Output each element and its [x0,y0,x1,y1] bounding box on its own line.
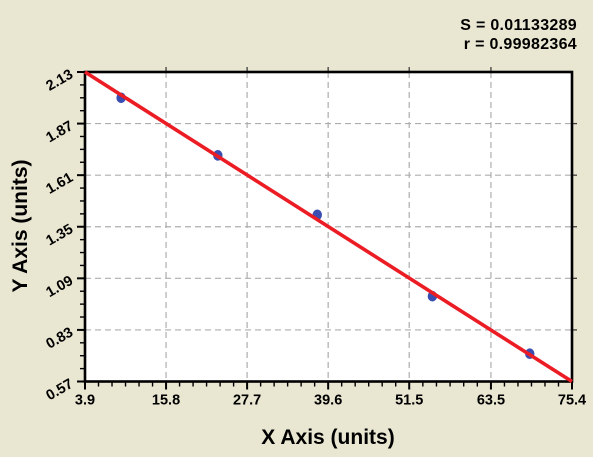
x-tick-label: 3.9 [75,393,95,409]
stat-r-value: r = 0.99982364 [463,36,577,53]
x-tick-label: 63.5 [477,393,505,409]
x-tick-label: 75.4 [558,393,586,409]
y-tick-label: 0.83 [44,325,76,353]
y-tick-labels: 2.13 1.87 1.61 1.35 1.09 0.83 0.57 [44,67,76,404]
mirror-ticks [165,67,577,331]
x-tick-labels: 3.9 15.8 27.7 39.6 51.5 63.5 75.4 [75,393,586,409]
y-tick-label: 1.35 [44,221,76,249]
axis-ticks [77,71,573,390]
x-tick-label: 15.8 [152,393,180,409]
y-tick-label: 1.61 [44,170,76,198]
y-tick-label: 1.09 [44,273,76,301]
y-tick-label: 2.13 [44,67,76,95]
y-axis-title: Y Axis (units) [9,159,32,293]
fit-statistics: S = 0.01133289 r = 0.99982364 [460,16,577,54]
x-axis-title: X Axis (units) [261,426,395,449]
x-tick-label: 27.7 [233,393,261,409]
y-tick-label: 0.57 [44,376,76,404]
plot-border [83,70,574,383]
gridlines [85,72,572,382]
x-tick-label: 51.5 [395,393,423,409]
y-tick-label: 1.87 [44,118,76,146]
regression-line [84,70,573,384]
x-tick-label: 39.6 [314,393,342,409]
stat-s-value: S = 0.01133289 [460,17,577,34]
